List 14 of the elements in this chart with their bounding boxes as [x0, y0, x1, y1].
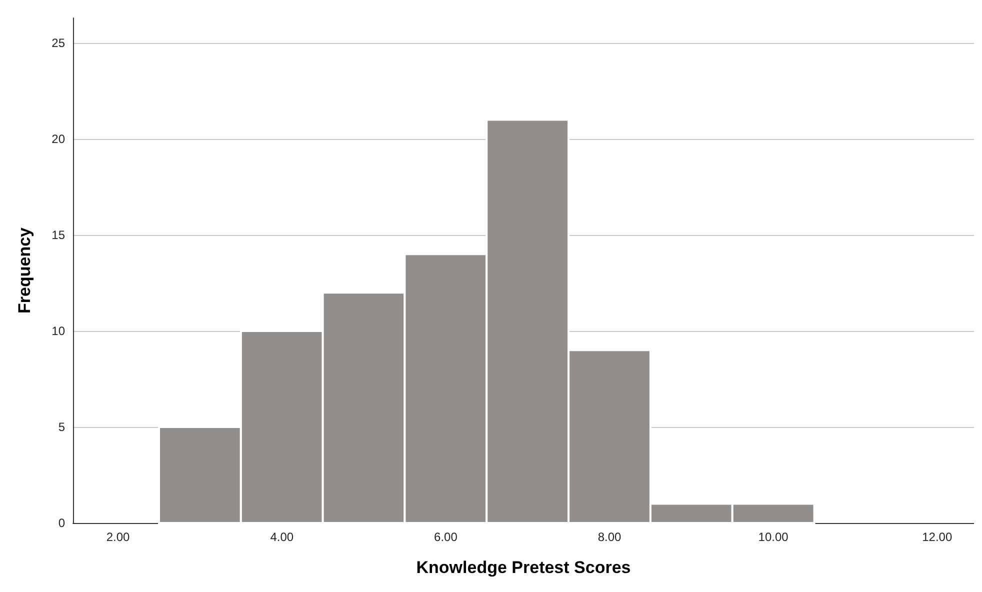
y-tick-label: 15: [52, 228, 66, 242]
x-axis-title: Knowledge Pretest Scores: [416, 558, 631, 577]
x-tick-label: 10.00: [758, 530, 789, 544]
y-axis-title: Frequency: [15, 226, 34, 314]
y-tick-label: 20: [52, 132, 66, 146]
x-tick-label: 4.00: [270, 530, 294, 544]
y-tick-label: 25: [52, 36, 66, 50]
y-tick-label: 5: [58, 420, 66, 434]
x-tick-label: 12.00: [922, 530, 952, 544]
y-tick-label: 10: [52, 324, 66, 338]
y-tick-label: 0: [58, 516, 66, 530]
x-tick-label: 6.00: [434, 530, 458, 544]
x-tick-label: 2.00: [106, 530, 130, 544]
x-tick-label: 8.00: [598, 530, 622, 544]
